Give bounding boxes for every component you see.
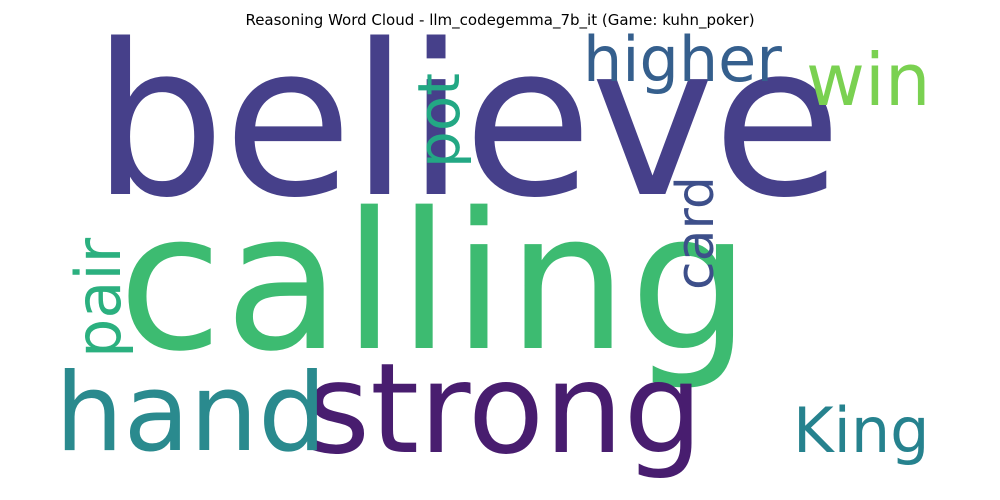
word-win: win — [806, 38, 931, 122]
word-king: King — [793, 394, 930, 467]
word-card: card — [666, 176, 726, 290]
chart-title: Reasoning Word Cloud - llm_codegemma_7b_… — [245, 11, 755, 29]
word-hand: hand — [55, 351, 327, 476]
word-strong: strong — [305, 337, 703, 482]
word-calling: calling — [118, 172, 753, 393]
word-pot: pot — [405, 72, 473, 168]
word-believe: believe — [92, 0, 842, 244]
word-higher: higher — [583, 23, 782, 96]
word-pair: pair — [62, 237, 135, 358]
